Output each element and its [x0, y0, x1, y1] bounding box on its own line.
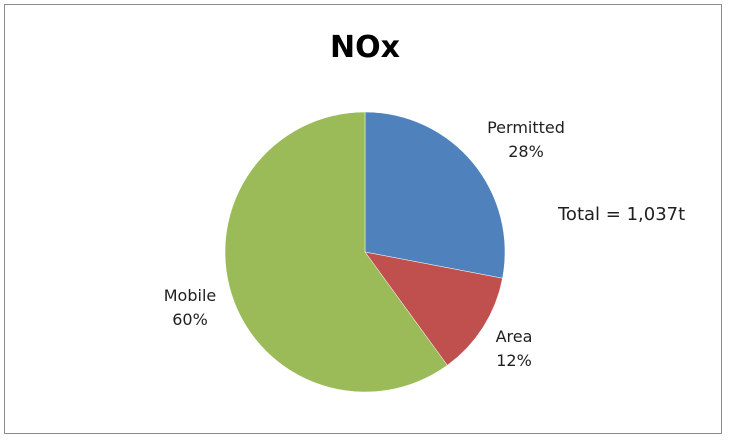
pie-slice-mobile	[224, 111, 448, 393]
slice-percent-label: 28%	[508, 142, 544, 161]
slice-percent-label: 60%	[172, 310, 208, 329]
pie-slices	[224, 111, 506, 393]
slice-name-label: Area	[496, 327, 533, 346]
slice-name-label: Mobile	[164, 286, 216, 305]
pie-slice-permitted	[364, 111, 506, 279]
slice-name-label: Permitted	[487, 118, 565, 137]
slice-percent-label: 12%	[496, 351, 532, 370]
total-annotation: Total = 1,037t	[557, 204, 685, 225]
pie-slice-area	[364, 251, 503, 366]
chart-title: NOx	[330, 30, 400, 65]
